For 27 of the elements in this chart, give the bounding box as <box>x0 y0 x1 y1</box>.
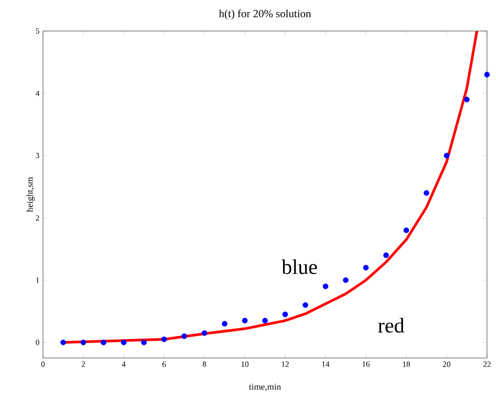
chart-title: h(t) for 20% solution <box>219 9 311 20</box>
series-label: blue <box>282 259 317 274</box>
x-axis-title: time,min <box>249 384 281 392</box>
point <box>161 336 167 342</box>
point <box>444 152 450 158</box>
point <box>342 277 349 283</box>
point <box>282 312 288 318</box>
point <box>464 96 470 102</box>
point <box>181 333 188 339</box>
point <box>242 318 248 324</box>
point <box>424 190 430 196</box>
point <box>141 340 147 346</box>
series-label: red <box>378 318 404 333</box>
point <box>100 340 106 346</box>
point <box>222 320 228 327</box>
point <box>262 318 268 324</box>
point <box>403 228 410 234</box>
point <box>60 340 66 346</box>
point <box>120 340 127 346</box>
point <box>80 340 86 346</box>
y-axis-title: height,sm <box>26 177 35 212</box>
point <box>383 252 389 258</box>
point <box>322 284 328 290</box>
point <box>363 264 369 270</box>
point <box>202 330 208 336</box>
point <box>302 302 308 308</box>
point <box>484 72 490 78</box>
